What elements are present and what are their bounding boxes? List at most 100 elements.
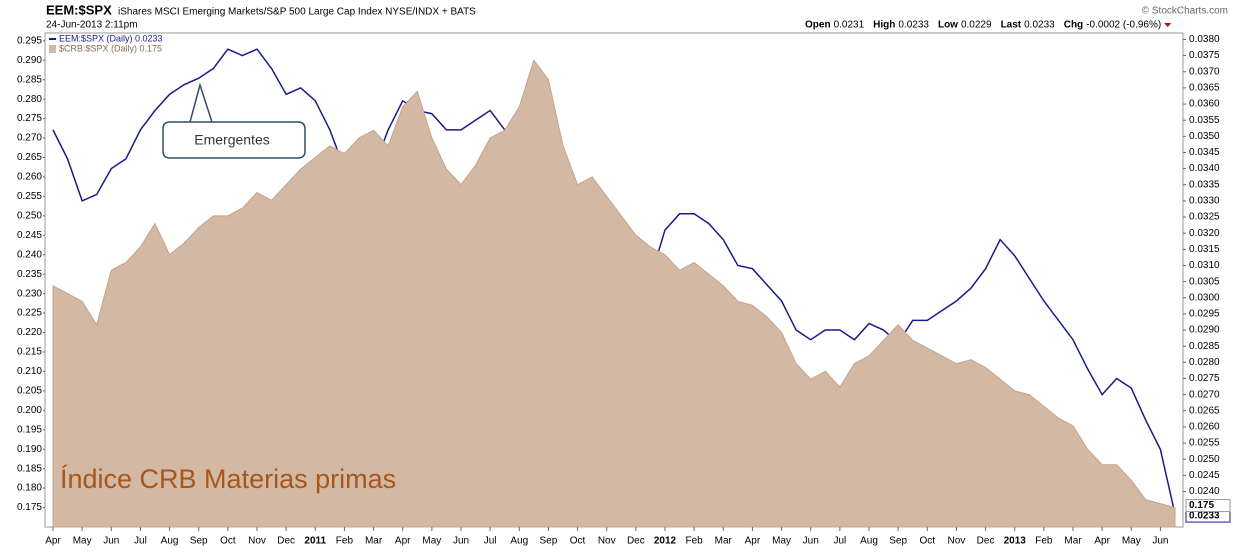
y-tick-label: 0.275 xyxy=(17,113,42,124)
x-tick-label: Oct xyxy=(570,536,586,547)
x-tick-label: Feb xyxy=(686,536,704,547)
y-tick-label: 0.225 xyxy=(17,308,42,319)
y-tick-label: 0.260 xyxy=(17,172,42,183)
y-tick-label: 0.0345 xyxy=(1189,147,1220,158)
y-tick-label: 0.210 xyxy=(17,366,42,377)
x-tick-label: May xyxy=(73,536,92,547)
x-tick-label: Jul xyxy=(484,536,497,547)
y-tick-label: 0.230 xyxy=(17,288,42,299)
last-value-box xyxy=(1185,499,1231,513)
quote-value: -0.0002 (-0.96%) xyxy=(1086,20,1161,31)
last-value-label: 0.0233 xyxy=(1189,511,1220,522)
y-tick-label: 0.0315 xyxy=(1189,244,1220,255)
y-tick-label: 0.185 xyxy=(17,463,42,474)
y-tick-label: 0.0270 xyxy=(1189,389,1220,400)
x-tick-label: 2011 xyxy=(304,536,326,547)
x-tick-label: Mar xyxy=(715,536,733,547)
y-tick-label: 0.0265 xyxy=(1189,405,1220,416)
y-tick-label: 0.280 xyxy=(17,94,42,105)
x-tick-label: Jun xyxy=(803,536,819,547)
y-tick-label: 0.0305 xyxy=(1189,276,1220,287)
y-tick-label: 0.0335 xyxy=(1189,179,1220,190)
x-tick-label: Aug xyxy=(510,536,528,547)
y-tick-label: 0.0350 xyxy=(1189,131,1220,142)
x-tick-label: Aug xyxy=(161,536,179,547)
x-tick-label: Nov xyxy=(598,536,616,547)
y-tick-label: 0.0275 xyxy=(1189,373,1220,384)
y-tick-label: 0.0300 xyxy=(1189,292,1220,303)
x-tick-label: May xyxy=(1122,536,1141,547)
x-tick-label: May xyxy=(772,536,791,547)
x-tick-label: Jun xyxy=(1152,536,1168,547)
y-tick-label: 0.0330 xyxy=(1189,196,1220,207)
x-tick-label: Dec xyxy=(277,536,295,547)
y-tick-label: 0.265 xyxy=(17,152,42,163)
chart-title: iShares MSCI Emerging Markets/S&P 500 La… xyxy=(118,7,476,18)
y-tick-label: 0.195 xyxy=(17,424,42,435)
x-tick-label: 2012 xyxy=(654,536,677,547)
y-tick-label: 0.245 xyxy=(17,230,42,241)
source: © StockCharts.com xyxy=(1142,6,1228,17)
callout xyxy=(162,82,306,159)
y-tick-label: 0.0250 xyxy=(1189,454,1220,465)
y-tick-label: 0.180 xyxy=(17,483,42,494)
quote-value: 0.0233 xyxy=(898,20,929,31)
x-tick-label: Dec xyxy=(627,536,645,547)
y-tick-label: 0.0370 xyxy=(1189,66,1220,77)
x-tick-label: Jul xyxy=(833,536,846,547)
x-tick-label: Sep xyxy=(540,536,558,547)
y-tick-label: 0.285 xyxy=(17,74,42,85)
y-tick-label: 0.0295 xyxy=(1189,309,1220,320)
y-tick-label: 0.240 xyxy=(17,249,42,260)
x-tick-label: Apr xyxy=(45,536,61,547)
x-tick-label: Apr xyxy=(1094,536,1110,547)
y-tick-label: 0.0355 xyxy=(1189,115,1220,126)
symbol: EEM:$SPX xyxy=(46,2,112,17)
x-tick-label: Apr xyxy=(745,536,761,547)
x-tick-label: Nov xyxy=(948,536,966,547)
legend-swatch xyxy=(49,45,56,53)
quote-value: 0.0229 xyxy=(961,20,992,31)
y-tick-label: 0.0240 xyxy=(1189,486,1220,497)
x-tick-label: 2013 xyxy=(1004,536,1027,547)
x-tick-label: Jul xyxy=(134,536,147,547)
quote-label: Open xyxy=(805,20,831,31)
y-tick-label: 0.0255 xyxy=(1189,438,1220,449)
x-tick-label: Nov xyxy=(248,536,266,547)
x-tick-label: Dec xyxy=(977,536,995,547)
y-tick-label: 0.250 xyxy=(17,210,42,221)
x-tick-label: Apr xyxy=(395,536,411,547)
x-tick-label: Oct xyxy=(220,536,236,547)
area xyxy=(52,59,1176,528)
y-tick-label: 0.0380 xyxy=(1189,34,1220,45)
y-tick-label: 0.220 xyxy=(17,327,42,338)
y-tick-label: 0.295 xyxy=(17,35,42,46)
y-tick-label: 0.0360 xyxy=(1189,99,1220,110)
annotation: Emergentes xyxy=(194,132,269,148)
y-tick-label: 0.0260 xyxy=(1189,422,1220,433)
y-tick-label: 0.270 xyxy=(17,133,42,144)
quote-label: Low xyxy=(938,20,958,31)
x-tick-label: Jun xyxy=(103,536,119,547)
y-tick-label: 0.205 xyxy=(17,385,42,396)
down-arrow xyxy=(1164,23,1172,27)
x-tick-label: Mar xyxy=(365,536,383,547)
quote-value: 0.0233 xyxy=(1024,20,1055,31)
x-tick-label: Mar xyxy=(1064,536,1082,547)
quote-value: 0.0231 xyxy=(834,20,865,31)
legend-entry: $CRB:$SPX (Daily) 0.175 xyxy=(59,43,162,53)
plot xyxy=(52,48,1176,528)
y-tick-label: 0.0310 xyxy=(1189,260,1220,271)
last-value-label: 0.175 xyxy=(1189,500,1214,511)
y-tick-label: 0.0285 xyxy=(1189,341,1220,352)
quote-label: Chg xyxy=(1064,20,1083,31)
annotation: Índice CRB Materias primas xyxy=(60,464,396,494)
y-tick-label: 0.0320 xyxy=(1189,228,1220,239)
y-tick-label: 0.175 xyxy=(17,502,42,513)
y-tick-label: 0.0375 xyxy=(1189,50,1220,61)
y-tick-label: 0.0290 xyxy=(1189,325,1220,336)
x-tick-label: May xyxy=(422,536,441,547)
quote-label: High xyxy=(873,20,895,31)
y-tick-label: 0.0280 xyxy=(1189,357,1220,368)
x-tick-label: Sep xyxy=(889,536,907,547)
